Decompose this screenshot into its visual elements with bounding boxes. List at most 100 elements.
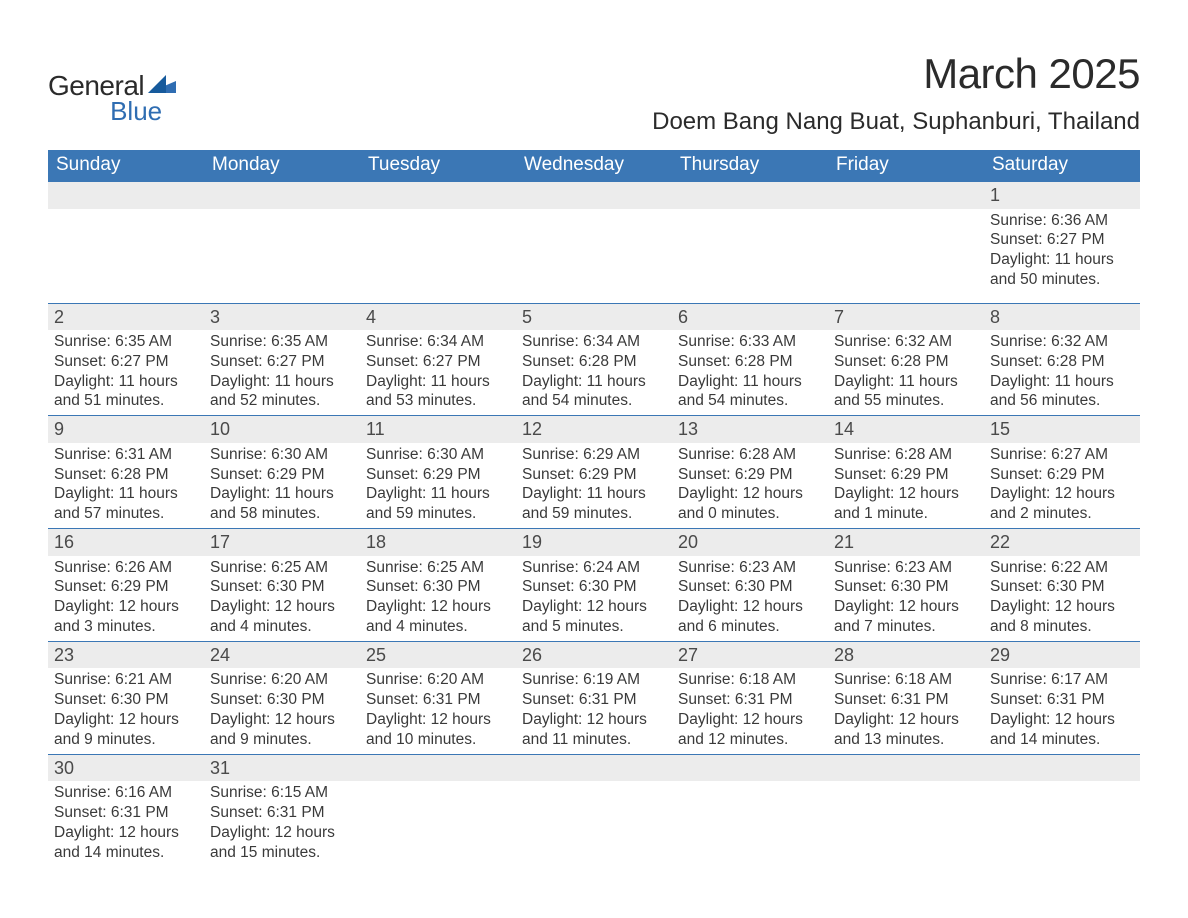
day-number: 3 — [204, 304, 360, 331]
day-cell-num: 10 — [204, 416, 360, 443]
day-number: 13 — [672, 416, 828, 443]
day-details: Sunrise: 6:33 AMSunset: 6:28 PMDaylight:… — [672, 330, 828, 415]
sunrise-text: Sunrise: 6:28 AM — [834, 445, 978, 465]
day-cell-data: Sunrise: 6:34 AMSunset: 6:27 PMDaylight:… — [360, 330, 516, 416]
daylight-text: Daylight: 12 hours and 4 minutes. — [366, 597, 510, 637]
day-number: 25 — [360, 642, 516, 669]
day-cell-num: 29 — [984, 641, 1140, 668]
day-cell-num: 20 — [672, 529, 828, 556]
day-cell-num: 18 — [360, 529, 516, 556]
sunrise-text: Sunrise: 6:18 AM — [834, 670, 978, 690]
day-cell-num: 16 — [48, 529, 204, 556]
calendar-table: Sunday Monday Tuesday Wednesday Thursday… — [48, 150, 1140, 867]
day-cell-num: 26 — [516, 641, 672, 668]
day-cell-data — [672, 209, 828, 304]
day-cell-num — [516, 754, 672, 781]
day-cell-num: 17 — [204, 529, 360, 556]
day-details: Sunrise: 6:21 AMSunset: 6:30 PMDaylight:… — [48, 668, 204, 753]
weekday-header: Wednesday — [516, 150, 672, 182]
day-details: Sunrise: 6:16 AMSunset: 6:31 PMDaylight:… — [48, 781, 204, 866]
daynum-row: 23242526272829 — [48, 641, 1140, 668]
day-cell-num — [828, 754, 984, 781]
day-cell-data: Sunrise: 6:23 AMSunset: 6:30 PMDaylight:… — [672, 556, 828, 642]
day-details: Sunrise: 6:30 AMSunset: 6:29 PMDaylight:… — [360, 443, 516, 528]
sunrise-text: Sunrise: 6:25 AM — [210, 558, 354, 578]
day-number — [828, 755, 984, 759]
day-details: Sunrise: 6:30 AMSunset: 6:29 PMDaylight:… — [204, 443, 360, 528]
day-cell-data: Sunrise: 6:21 AMSunset: 6:30 PMDaylight:… — [48, 668, 204, 754]
daylight-text: Daylight: 12 hours and 12 minutes. — [678, 710, 822, 750]
sunrise-text: Sunrise: 6:22 AM — [990, 558, 1134, 578]
sunrise-text: Sunrise: 6:19 AM — [522, 670, 666, 690]
daylight-text: Daylight: 12 hours and 6 minutes. — [678, 597, 822, 637]
day-number: 6 — [672, 304, 828, 331]
day-cell-data — [516, 209, 672, 304]
daylight-text: Daylight: 12 hours and 11 minutes. — [522, 710, 666, 750]
day-cell-data — [360, 209, 516, 304]
daylight-text: Daylight: 11 hours and 59 minutes. — [522, 484, 666, 524]
day-cell-num: 24 — [204, 641, 360, 668]
weekday-header: Sunday — [48, 150, 204, 182]
day-cell-num: 23 — [48, 641, 204, 668]
daylight-text: Daylight: 12 hours and 14 minutes. — [54, 823, 198, 863]
day-cell-data: Sunrise: 6:17 AMSunset: 6:31 PMDaylight:… — [984, 668, 1140, 754]
day-number: 19 — [516, 529, 672, 556]
sunrise-text: Sunrise: 6:30 AM — [210, 445, 354, 465]
day-number — [516, 755, 672, 759]
sunset-text: Sunset: 6:29 PM — [366, 465, 510, 485]
day-details: Sunrise: 6:17 AMSunset: 6:31 PMDaylight:… — [984, 668, 1140, 753]
day-details — [360, 209, 516, 303]
sunset-text: Sunset: 6:28 PM — [54, 465, 198, 485]
sunset-text: Sunset: 6:29 PM — [678, 465, 822, 485]
day-details: Sunrise: 6:28 AMSunset: 6:29 PMDaylight:… — [672, 443, 828, 528]
day-cell-num: 2 — [48, 303, 204, 330]
day-number: 14 — [828, 416, 984, 443]
day-cell-data: Sunrise: 6:26 AMSunset: 6:29 PMDaylight:… — [48, 556, 204, 642]
daylight-text: Daylight: 11 hours and 59 minutes. — [366, 484, 510, 524]
weekday-header: Monday — [204, 150, 360, 182]
day-cell-num — [516, 182, 672, 209]
calendar-body: 1Sunrise: 6:36 AMSunset: 6:27 PMDaylight… — [48, 182, 1140, 867]
day-number — [48, 182, 204, 186]
sunrise-text: Sunrise: 6:27 AM — [990, 445, 1134, 465]
sunrise-text: Sunrise: 6:26 AM — [54, 558, 198, 578]
day-details: Sunrise: 6:15 AMSunset: 6:31 PMDaylight:… — [204, 781, 360, 866]
day-cell-data: Sunrise: 6:31 AMSunset: 6:28 PMDaylight:… — [48, 443, 204, 529]
sunrise-text: Sunrise: 6:24 AM — [522, 558, 666, 578]
day-cell-data: Sunrise: 6:25 AMSunset: 6:30 PMDaylight:… — [204, 556, 360, 642]
day-number: 8 — [984, 304, 1140, 331]
day-details: Sunrise: 6:25 AMSunset: 6:30 PMDaylight:… — [204, 556, 360, 641]
day-number: 11 — [360, 416, 516, 443]
sunrise-text: Sunrise: 6:20 AM — [210, 670, 354, 690]
day-cell-num: 12 — [516, 416, 672, 443]
day-cell-num — [48, 182, 204, 209]
sunrise-text: Sunrise: 6:17 AM — [990, 670, 1134, 690]
daylight-text: Daylight: 11 hours and 58 minutes. — [210, 484, 354, 524]
daylight-text: Daylight: 12 hours and 15 minutes. — [210, 823, 354, 863]
day-number: 31 — [204, 755, 360, 782]
day-number: 10 — [204, 416, 360, 443]
weekday-header: Friday — [828, 150, 984, 182]
day-details: Sunrise: 6:31 AMSunset: 6:28 PMDaylight:… — [48, 443, 204, 528]
day-cell-data: Sunrise: 6:36 AMSunset: 6:27 PMDaylight:… — [984, 209, 1140, 304]
sunrise-text: Sunrise: 6:20 AM — [366, 670, 510, 690]
day-details — [828, 781, 984, 787]
day-number: 23 — [48, 642, 204, 669]
day-cell-data: Sunrise: 6:18 AMSunset: 6:31 PMDaylight:… — [672, 668, 828, 754]
day-cell-data: Sunrise: 6:23 AMSunset: 6:30 PMDaylight:… — [828, 556, 984, 642]
day-details: Sunrise: 6:32 AMSunset: 6:28 PMDaylight:… — [828, 330, 984, 415]
sunrise-text: Sunrise: 6:31 AM — [54, 445, 198, 465]
day-details: Sunrise: 6:34 AMSunset: 6:28 PMDaylight:… — [516, 330, 672, 415]
day-cell-num: 11 — [360, 416, 516, 443]
sunrise-text: Sunrise: 6:28 AM — [678, 445, 822, 465]
sunset-text: Sunset: 6:27 PM — [210, 352, 354, 372]
day-details: Sunrise: 6:29 AMSunset: 6:29 PMDaylight:… — [516, 443, 672, 528]
day-number: 29 — [984, 642, 1140, 669]
day-number: 22 — [984, 529, 1140, 556]
daynum-row: 16171819202122 — [48, 529, 1140, 556]
daylight-text: Daylight: 12 hours and 13 minutes. — [834, 710, 978, 750]
day-details: Sunrise: 6:23 AMSunset: 6:30 PMDaylight:… — [828, 556, 984, 641]
sunrise-text: Sunrise: 6:33 AM — [678, 332, 822, 352]
day-cell-num: 6 — [672, 303, 828, 330]
day-cell-data — [360, 781, 516, 866]
